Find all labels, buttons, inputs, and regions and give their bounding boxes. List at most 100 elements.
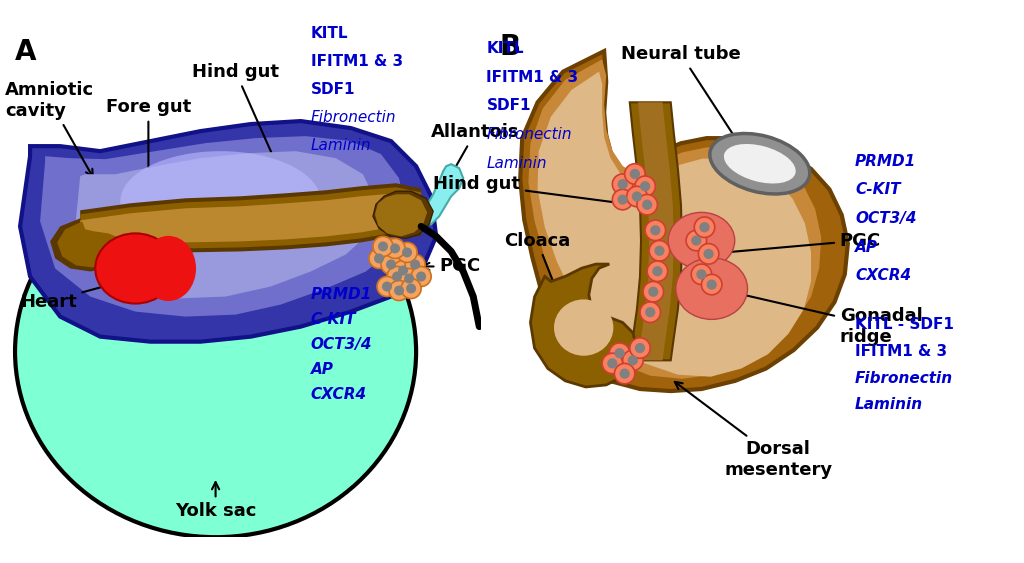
Polygon shape xyxy=(20,121,436,342)
Circle shape xyxy=(647,261,668,282)
Circle shape xyxy=(374,253,384,263)
Circle shape xyxy=(640,302,660,323)
Circle shape xyxy=(625,164,645,184)
Text: PRMD1: PRMD1 xyxy=(855,154,916,168)
Circle shape xyxy=(406,254,425,275)
Circle shape xyxy=(623,350,643,370)
Circle shape xyxy=(404,274,414,284)
Circle shape xyxy=(614,348,625,358)
Text: SDF1: SDF1 xyxy=(311,82,355,97)
Circle shape xyxy=(691,264,712,284)
Polygon shape xyxy=(80,193,421,249)
Circle shape xyxy=(650,225,660,235)
Circle shape xyxy=(390,243,400,253)
Circle shape xyxy=(643,282,664,302)
Text: Dorsal
mesentery: Dorsal mesentery xyxy=(675,382,833,479)
Circle shape xyxy=(399,269,419,288)
Polygon shape xyxy=(528,59,821,379)
Polygon shape xyxy=(530,264,637,387)
Circle shape xyxy=(394,285,404,296)
Circle shape xyxy=(378,242,388,252)
Polygon shape xyxy=(630,102,682,360)
Circle shape xyxy=(416,271,426,282)
Text: A: A xyxy=(15,38,37,66)
Circle shape xyxy=(640,181,650,191)
Text: IFITM1 & 3: IFITM1 & 3 xyxy=(855,344,947,359)
Circle shape xyxy=(373,236,393,256)
Text: Hind gut: Hind gut xyxy=(193,63,289,191)
Circle shape xyxy=(628,355,638,365)
Circle shape xyxy=(707,279,717,290)
Text: Fore gut: Fore gut xyxy=(105,98,191,221)
Circle shape xyxy=(698,244,719,264)
Text: KITL: KITL xyxy=(486,41,524,56)
Circle shape xyxy=(397,243,417,262)
Ellipse shape xyxy=(141,236,196,301)
Ellipse shape xyxy=(15,166,416,537)
Circle shape xyxy=(393,261,413,280)
Text: CXCR4: CXCR4 xyxy=(311,387,367,402)
Circle shape xyxy=(645,220,666,240)
Text: Neural tube: Neural tube xyxy=(622,46,742,149)
Polygon shape xyxy=(80,187,421,256)
Text: Cloaca: Cloaca xyxy=(504,231,570,307)
Circle shape xyxy=(382,282,392,292)
Circle shape xyxy=(407,284,416,293)
Text: Heart: Heart xyxy=(20,276,135,311)
Text: KITL: KITL xyxy=(311,26,348,41)
Polygon shape xyxy=(538,72,811,377)
Text: B: B xyxy=(500,33,521,61)
Circle shape xyxy=(632,191,642,202)
Ellipse shape xyxy=(724,144,796,184)
Text: Allantois: Allantois xyxy=(431,123,519,174)
Circle shape xyxy=(701,274,722,295)
Circle shape xyxy=(635,176,655,196)
Text: Amniotic
cavity: Amniotic cavity xyxy=(5,81,94,177)
Polygon shape xyxy=(75,151,376,298)
Circle shape xyxy=(635,343,645,353)
Circle shape xyxy=(648,287,658,297)
Ellipse shape xyxy=(95,234,175,303)
Circle shape xyxy=(617,179,628,189)
Ellipse shape xyxy=(710,133,810,194)
Text: Yolk sac: Yolk sac xyxy=(175,482,256,520)
Circle shape xyxy=(652,266,663,276)
Text: Fibronectin: Fibronectin xyxy=(855,370,953,386)
Polygon shape xyxy=(373,191,433,238)
Text: KITL - SDF1: KITL - SDF1 xyxy=(855,318,954,332)
Circle shape xyxy=(377,276,397,297)
Text: Fibronectin: Fibronectin xyxy=(486,127,571,142)
Circle shape xyxy=(381,254,401,275)
Text: AP: AP xyxy=(855,239,878,254)
Circle shape xyxy=(614,364,635,384)
Circle shape xyxy=(401,279,421,298)
Circle shape xyxy=(699,222,710,233)
Text: IFITM1 & 3: IFITM1 & 3 xyxy=(311,54,403,69)
Circle shape xyxy=(612,189,633,210)
Text: Laminin: Laminin xyxy=(486,155,547,171)
Circle shape xyxy=(612,174,633,194)
Text: OCT3/4: OCT3/4 xyxy=(855,211,916,226)
Text: Gonadal
ridge: Gonadal ridge xyxy=(722,288,923,346)
Polygon shape xyxy=(638,102,674,360)
Polygon shape xyxy=(40,136,407,316)
Circle shape xyxy=(642,199,652,210)
Text: Fibronectin: Fibronectin xyxy=(311,110,396,125)
Text: Hind gut: Hind gut xyxy=(433,175,628,207)
Circle shape xyxy=(696,269,707,279)
Circle shape xyxy=(627,186,647,207)
Text: C-KIT: C-KIT xyxy=(855,182,900,197)
Circle shape xyxy=(654,245,665,256)
Text: Laminin: Laminin xyxy=(311,138,372,153)
Circle shape xyxy=(703,249,714,259)
Circle shape xyxy=(617,194,628,205)
Circle shape xyxy=(686,230,707,251)
Circle shape xyxy=(387,266,408,287)
Text: AP: AP xyxy=(311,361,334,377)
Circle shape xyxy=(386,260,396,270)
Text: CXCR4: CXCR4 xyxy=(855,268,911,283)
Circle shape xyxy=(630,338,650,358)
Circle shape xyxy=(691,235,701,245)
Circle shape xyxy=(369,248,389,269)
Text: Laminin: Laminin xyxy=(855,397,924,412)
